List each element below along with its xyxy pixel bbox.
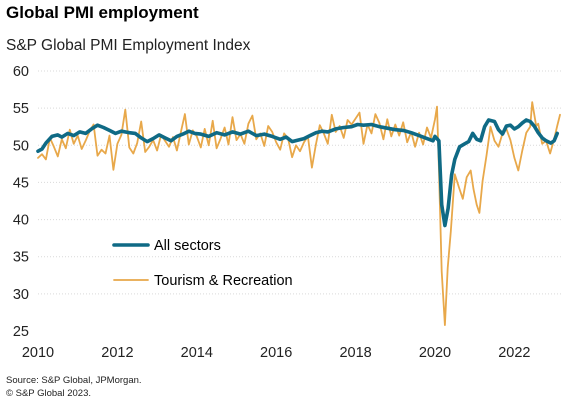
- x-tick-label: 2020: [419, 345, 451, 361]
- grid-layer: [38, 70, 562, 295]
- legend: All sectors Tourism & Recreation: [112, 238, 293, 289]
- x-axis: 2010 2012 2014 2016 2018 2020 2022: [22, 345, 531, 361]
- y-tick-label: 25: [13, 324, 29, 340]
- y-tick-label: 60: [13, 64, 29, 80]
- chart-title: Global PMI employment: [6, 3, 199, 22]
- y-axis: 25 30 35 40 45 50 55 60: [13, 64, 29, 340]
- source-line: Source: S&P Global, JPMorgan.: [6, 375, 142, 386]
- x-tick-label: 2014: [181, 345, 213, 361]
- x-tick-label: 2016: [260, 345, 292, 361]
- y-tick-label: 30: [13, 287, 29, 303]
- legend-all-sectors-label: All sectors: [154, 238, 221, 254]
- series-layer: [36, 101, 561, 326]
- x-tick-label: 2018: [339, 345, 371, 361]
- y-tick-label: 40: [13, 213, 29, 229]
- x-tick-label: 2022: [498, 345, 530, 361]
- series-line-all-sectors: [36, 118, 559, 228]
- y-tick-label: 45: [13, 175, 29, 191]
- chart-subtitle: S&P Global PMI Employment Index: [6, 37, 251, 54]
- y-tick-label: 50: [13, 138, 29, 154]
- y-tick-label: 55: [13, 101, 29, 117]
- y-tick-label: 35: [13, 250, 29, 266]
- legend-tourism-recreation-label: Tourism & Recreation: [154, 273, 293, 289]
- copyright-line: © S&P Global 2023.: [6, 388, 91, 399]
- x-tick-label: 2012: [101, 345, 133, 361]
- source-note: Source: S&P Global, JPMorgan. © S&P Glob…: [6, 374, 142, 400]
- x-tick-label: 2010: [22, 345, 54, 361]
